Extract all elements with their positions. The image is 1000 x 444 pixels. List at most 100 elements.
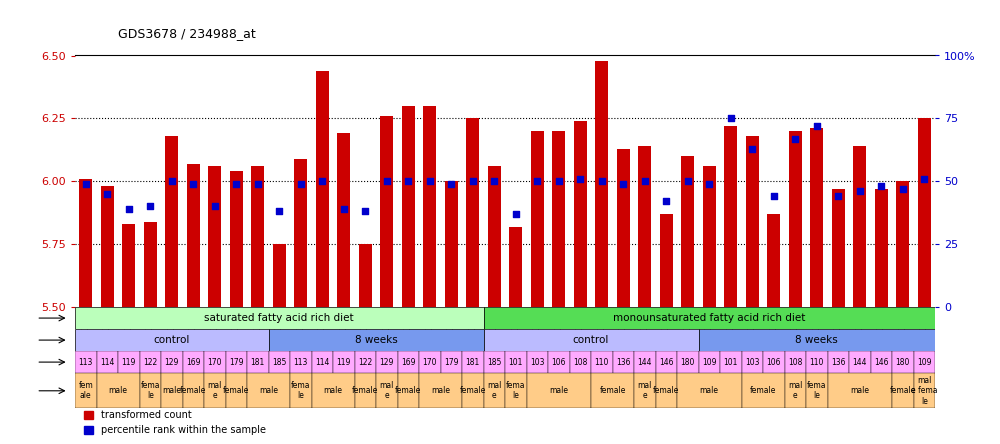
Point	[809, 123, 825, 130]
Bar	[208, 166, 221, 307]
Bar	[505, 351, 526, 373]
Text: male: male	[549, 386, 568, 395]
Bar	[251, 166, 264, 307]
Point	[787, 135, 803, 142]
Point	[164, 178, 180, 185]
Bar	[462, 373, 484, 408]
Text: 169: 169	[401, 357, 416, 367]
Bar	[354, 373, 376, 408]
Bar	[742, 351, 763, 373]
Text: 181: 181	[466, 357, 480, 367]
Text: female: female	[599, 386, 626, 395]
Text: 113: 113	[79, 357, 93, 367]
Bar	[724, 126, 737, 307]
Bar	[204, 351, 226, 373]
Text: 144: 144	[638, 357, 652, 367]
Text: female: female	[750, 386, 776, 395]
Text: female: female	[180, 386, 206, 395]
Text: 106: 106	[767, 357, 781, 367]
Text: 144: 144	[852, 357, 867, 367]
Point	[250, 180, 266, 187]
Bar	[247, 351, 268, 373]
Point	[895, 185, 911, 192]
Bar	[96, 373, 140, 408]
Point	[594, 178, 610, 185]
Bar	[333, 351, 354, 373]
Bar	[484, 307, 935, 329]
Bar	[509, 226, 522, 307]
Bar	[875, 189, 888, 307]
Bar	[187, 164, 200, 307]
Text: 101: 101	[509, 357, 523, 367]
Bar	[398, 351, 419, 373]
Text: 129: 129	[380, 357, 394, 367]
Bar	[591, 351, 612, 373]
Point	[357, 208, 373, 215]
Bar	[574, 121, 587, 307]
Bar	[268, 351, 290, 373]
Point	[723, 115, 739, 122]
Text: 110: 110	[810, 357, 824, 367]
Text: female: female	[352, 386, 378, 395]
Text: mal
e: mal e	[208, 381, 222, 400]
Bar	[548, 351, 570, 373]
Point	[379, 178, 395, 185]
Point	[465, 178, 481, 185]
Bar	[96, 351, 118, 373]
Bar	[570, 351, 591, 373]
Point	[78, 180, 94, 187]
Bar	[870, 351, 892, 373]
Bar	[806, 351, 828, 373]
Point	[314, 178, 330, 185]
Text: male: male	[162, 386, 181, 395]
Point	[400, 178, 416, 185]
Bar	[892, 373, 914, 408]
Bar	[122, 224, 135, 307]
Text: male: male	[431, 386, 450, 395]
Text: 185: 185	[487, 357, 501, 367]
Bar	[182, 351, 204, 373]
Bar	[402, 106, 415, 307]
Bar	[828, 351, 849, 373]
Bar	[720, 351, 742, 373]
Bar	[75, 373, 96, 408]
Bar	[376, 351, 398, 373]
Bar	[337, 134, 350, 307]
Text: 136: 136	[831, 357, 846, 367]
Bar	[440, 351, 462, 373]
Text: GDS3678 / 234988_at: GDS3678 / 234988_at	[118, 28, 256, 40]
Bar	[182, 373, 204, 408]
Text: 114: 114	[315, 357, 329, 367]
Point	[271, 208, 287, 215]
Point	[551, 178, 567, 185]
Text: 8 weeks: 8 weeks	[795, 335, 838, 345]
Text: 122: 122	[143, 357, 157, 367]
Bar	[531, 131, 544, 307]
Bar	[484, 351, 505, 373]
Bar	[462, 351, 484, 373]
Text: 180: 180	[681, 357, 695, 367]
Bar	[918, 119, 931, 307]
Bar	[660, 214, 673, 307]
Text: fema
le: fema le	[807, 381, 826, 400]
Bar	[204, 373, 226, 408]
Bar	[505, 373, 526, 408]
Text: 108: 108	[788, 357, 802, 367]
Bar	[703, 166, 716, 307]
Text: 8 weeks: 8 weeks	[355, 335, 397, 345]
Text: mal
e: mal e	[487, 381, 501, 400]
Point	[293, 180, 309, 187]
Bar	[312, 351, 333, 373]
Bar	[140, 373, 161, 408]
Text: mal
e: mal e	[638, 381, 652, 400]
Bar	[746, 136, 759, 307]
Point	[422, 178, 438, 185]
Text: 179: 179	[229, 357, 244, 367]
Bar	[423, 106, 436, 307]
Text: 103: 103	[530, 357, 544, 367]
Text: 109: 109	[917, 357, 932, 367]
Text: 106: 106	[552, 357, 566, 367]
Bar	[419, 373, 462, 408]
Bar	[832, 189, 845, 307]
Point	[142, 203, 158, 210]
